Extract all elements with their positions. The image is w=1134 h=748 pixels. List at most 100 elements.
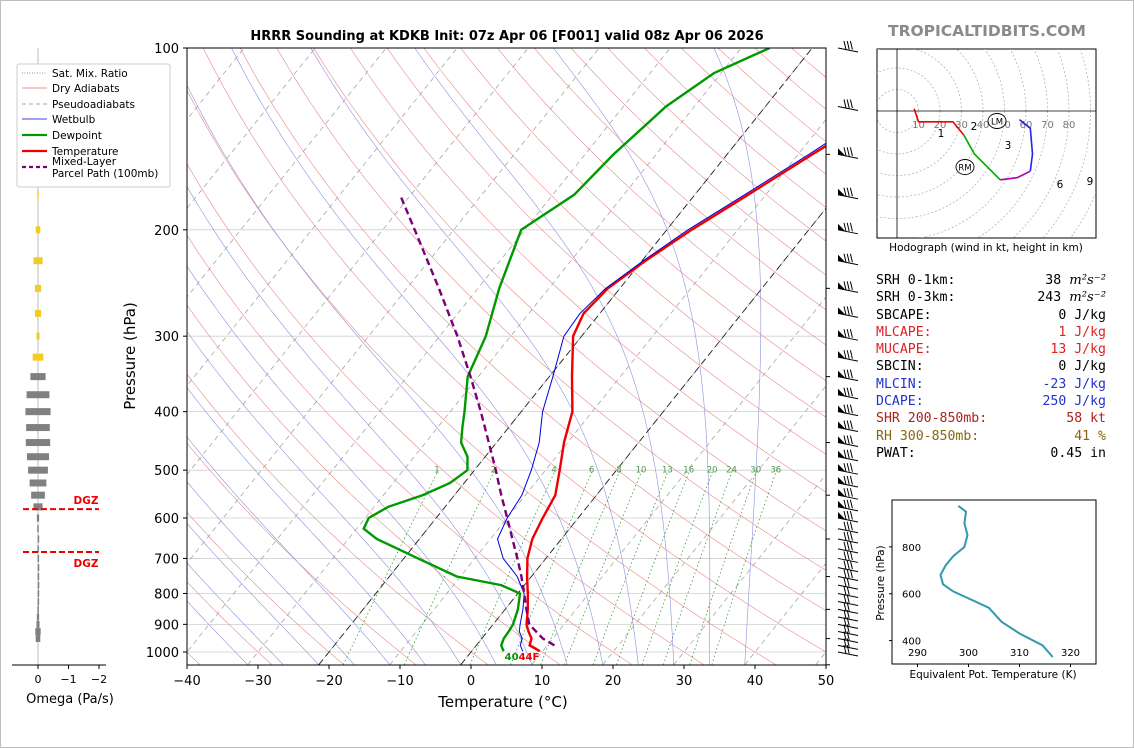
- barb-feather: [843, 551, 847, 561]
- y-tick-label: 900: [154, 618, 179, 633]
- omega-bar: [35, 635, 41, 643]
- hodograph-trace: [962, 134, 1001, 181]
- barb-feather: [849, 560, 853, 570]
- index-row: MLCIN: -23 J/kg: [876, 376, 1106, 393]
- index-value: -23 J/kg: [1042, 376, 1106, 393]
- barb-feather: [843, 510, 847, 520]
- barb-staff: [837, 394, 859, 400]
- barb-staff: [837, 548, 859, 554]
- moist-adiabat-line: [187, 387, 426, 665]
- barb-feather: [846, 329, 850, 338]
- mixing-ratio-label: 1: [434, 465, 439, 475]
- barb-feather: [846, 617, 850, 626]
- barb-feather: [846, 222, 850, 232]
- barb-flag: [838, 489, 845, 497]
- omega-bar: [37, 598, 40, 606]
- barb-flag: [838, 282, 845, 290]
- index-number: 1 J/kg: [1058, 324, 1106, 340]
- y-tick-label: 700: [154, 552, 179, 567]
- index-row: MLCAPE: 1 J/kg: [876, 324, 1106, 341]
- barb-staff: [837, 557, 859, 563]
- barb-feather: [846, 602, 850, 611]
- index-label: MLCIN:: [876, 376, 924, 392]
- isotherm-line: [187, 48, 600, 564]
- y-tick-label: 500: [154, 464, 179, 479]
- index-number: 38: [1045, 273, 1062, 288]
- omega-bar: [37, 573, 40, 581]
- barb-staff: [837, 335, 859, 341]
- barb-flag: [838, 351, 845, 359]
- hodograph-ring-label: 30: [955, 120, 968, 131]
- hodograph-ring-label: 80: [1063, 120, 1076, 131]
- wind-barb: [837, 281, 859, 293]
- barb-flag: [838, 512, 845, 520]
- wind-barb: [837, 586, 859, 598]
- omega-bar: [36, 620, 40, 628]
- dry-adiabat-line: [423, 48, 826, 418]
- wind-barb: [837, 531, 859, 544]
- mixing-ratio-label: 6: [589, 465, 594, 475]
- profile-wetbulb: [496, 142, 826, 652]
- index-label: SHR 200-850mb:: [876, 411, 988, 427]
- barb-staff: [837, 567, 859, 573]
- barb-feather: [849, 329, 853, 338]
- mixing-ratio-label: 30: [750, 465, 761, 475]
- x-tick-label: 30: [676, 674, 693, 689]
- x-tick-label: 50: [818, 674, 835, 689]
- wind-barb: [837, 147, 859, 159]
- legend-label: Dewpoint: [52, 130, 102, 142]
- omega-bar: [37, 525, 39, 533]
- skewt-ylabel: Pressure (hPa): [121, 302, 139, 410]
- storm-motion-label: LM: [991, 118, 1003, 128]
- skewt-axes: −40 −30 −20 −10 0 10 20 30 40 50 100 200 300 400 500 60…: [146, 42, 834, 689]
- barb-feather: [846, 586, 850, 596]
- moist-adiabat-line: [231, 48, 604, 665]
- barb-feather: [843, 306, 847, 315]
- wind-barb: [837, 510, 859, 523]
- index-label: SBCIN:: [876, 359, 924, 375]
- mixing-ratio-label: 20: [707, 465, 718, 475]
- barb-staff: [837, 469, 859, 475]
- barb-feather: [843, 578, 847, 587]
- wind-barb: [837, 329, 859, 341]
- barb-feather: [846, 551, 850, 561]
- barb-feather: [849, 463, 853, 472]
- wind-barb: [837, 253, 859, 266]
- index-unit: m²s⁻²: [1069, 273, 1106, 288]
- barb-feather: [843, 617, 847, 626]
- wind-barb: [837, 560, 859, 573]
- moist-adiabat-line: [187, 562, 284, 665]
- barb-feather: [849, 435, 853, 445]
- x-tick-label: 40: [747, 674, 764, 689]
- hodograph-frame: [876, 48, 1097, 239]
- barb-staff: [837, 494, 859, 500]
- index-label: PWAT:: [876, 445, 916, 461]
- dry-adiabat-line: [187, 581, 273, 665]
- barb-feather: [849, 404, 853, 414]
- barb-flag: [838, 476, 845, 484]
- index-row: SBCAPE: 0 J/kg: [876, 307, 1106, 324]
- barb-feather: [846, 521, 850, 531]
- barb-staff: [837, 592, 859, 598]
- isotherm-line: [187, 48, 316, 209]
- barb-feather: [843, 499, 847, 509]
- barb-staff: [837, 576, 859, 582]
- barb-staff: [837, 287, 859, 293]
- index-row: PWAT: 0.45 in: [876, 445, 1106, 462]
- index-number: 0 J/kg: [1058, 307, 1106, 323]
- index-number: 13 J/kg: [1050, 342, 1106, 358]
- moist-adiabat-line: [187, 481, 355, 665]
- barb-feather: [849, 147, 853, 156]
- barb-feather: [843, 435, 847, 445]
- mixing-ratio-line: [342, 470, 439, 665]
- wind-barb: [837, 475, 859, 488]
- barb-feather: [849, 350, 853, 359]
- y-tick-label: 800: [154, 587, 179, 602]
- hodograph-panel: 102030405060708012369LMRM: [876, 48, 1097, 239]
- barb-feather: [849, 222, 853, 232]
- wind-barb: [837, 40, 859, 53]
- barb-feather: [843, 521, 847, 531]
- dry-adiabat-line: [239, 48, 826, 612]
- index-label: DCAPE:: [876, 394, 924, 410]
- barb-feather: [843, 350, 847, 359]
